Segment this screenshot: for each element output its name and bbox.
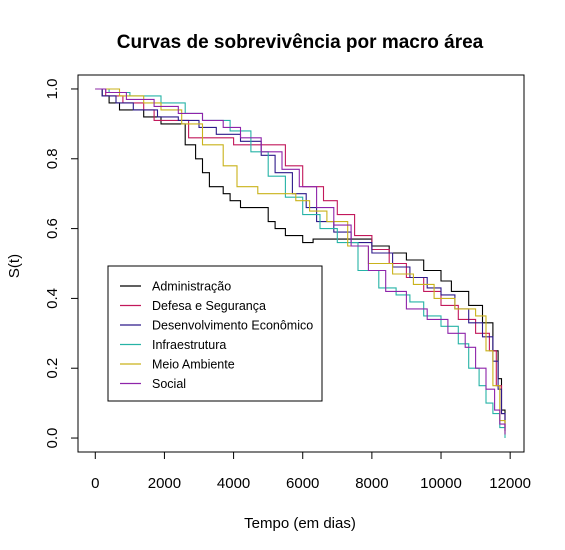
y-tick-label: 1.0	[44, 79, 61, 100]
x-tick-label: 10000	[420, 475, 462, 492]
y-axis: 0.0 0.2 0.4 0.6 0.8 1.0	[44, 79, 79, 449]
series-line-5	[95, 88, 506, 435]
x-tick-label: 2000	[148, 475, 181, 492]
legend-label: Infraestrutura	[152, 338, 226, 352]
legend-label: Administração	[152, 280, 231, 294]
x-axis-label: Tempo (em dias)	[244, 515, 356, 532]
x-tick-label: 0	[91, 475, 99, 492]
y-tick-label: 0.8	[44, 148, 61, 169]
legend: Administração Defesa e Segurança Desenvolv…	[107, 265, 323, 402]
series-line-4	[95, 88, 506, 435]
y-tick-label: 0.0	[44, 428, 61, 449]
legend-label: Social	[152, 377, 186, 391]
y-tick-label: 0.4	[44, 288, 61, 309]
y-axis-label: S(t)	[6, 254, 23, 278]
legend-label: Desenvolvimento Econômico	[152, 319, 313, 333]
legend-box	[107, 265, 323, 402]
legend-label: Defesa e Segurança	[152, 299, 266, 313]
x-axis: 0 2000 4000 6000 8000 10000 12000	[91, 451, 531, 492]
y-tick-label: 0.2	[44, 358, 61, 379]
x-tick-label: 12000	[489, 475, 531, 492]
series-layer	[95, 88, 506, 438]
chart-title: Curvas de sobrevivência por macro área	[117, 32, 484, 53]
series-line-0	[95, 88, 506, 428]
series-line-1	[95, 88, 506, 432]
x-tick-label: 8000	[355, 475, 388, 492]
legend-label: Meio Ambiente	[152, 358, 235, 372]
x-tick-label: 4000	[217, 475, 250, 492]
y-tick-label: 0.6	[44, 218, 61, 239]
x-tick-label: 6000	[286, 475, 319, 492]
